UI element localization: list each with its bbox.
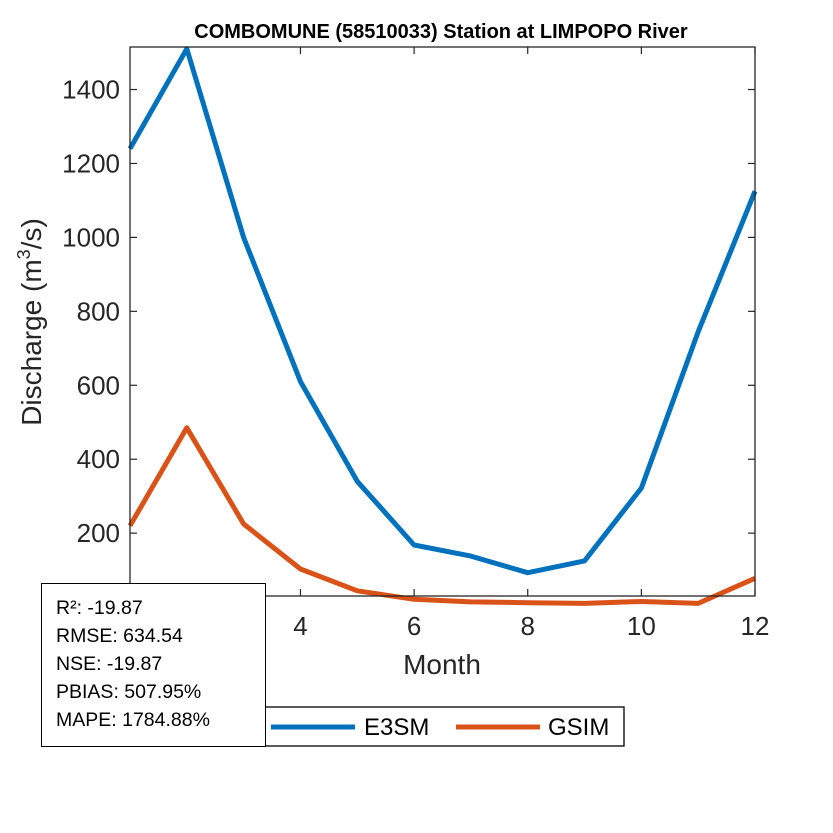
stat-r2: R²: -19.87 bbox=[56, 597, 143, 619]
y-tick-label: 1000 bbox=[62, 222, 120, 252]
y-tick-label: 1200 bbox=[62, 148, 120, 178]
series-line-e3sm bbox=[127, 46, 758, 576]
legend: E3SM GSIM bbox=[258, 706, 625, 747]
x-tick-label: 6 bbox=[407, 611, 421, 641]
stat-mape: MAPE: 1784.88% bbox=[56, 709, 210, 731]
x-tick-label: 4 bbox=[293, 611, 307, 641]
y-axis-ticks: 200 400 600 800 1000 1200 1400 bbox=[62, 75, 755, 548]
y-axis-label-main: Discharge (m bbox=[16, 259, 47, 425]
y-tick-label: 800 bbox=[77, 296, 120, 326]
legend-label-e3sm: E3SM bbox=[364, 714, 429, 741]
x-axis-ticks: 24681012 bbox=[180, 47, 770, 641]
legend-label-gsim: GSIM bbox=[548, 714, 609, 741]
y-tick-label: 200 bbox=[77, 518, 120, 548]
x-tick-label: 10 bbox=[627, 611, 656, 641]
stats-box: R²: -19.87 RMSE: 634.54 NSE: -19.87 PBIA… bbox=[41, 583, 266, 747]
series-lines bbox=[127, 46, 758, 606]
y-axis-label: Discharge (m3/s) bbox=[14, 218, 47, 426]
chart-title: COMBOMUNE (58510033) Station at LIMPOPO … bbox=[194, 21, 688, 43]
y-tick-label: 1400 bbox=[62, 75, 120, 105]
stat-rmse: RMSE: 634.54 bbox=[56, 625, 183, 647]
y-tick-label: 600 bbox=[77, 370, 120, 400]
stat-nse: NSE: -19.87 bbox=[56, 653, 163, 675]
series-line-gsim bbox=[127, 425, 757, 606]
x-axis-label: Month bbox=[403, 649, 481, 680]
x-tick-label: 8 bbox=[520, 611, 534, 641]
x-tick-label: 12 bbox=[741, 611, 770, 641]
y-axis-label-suffix: /s) bbox=[16, 218, 47, 249]
stat-pbias: PBIAS: 507.95% bbox=[56, 681, 202, 703]
plot-frame bbox=[129, 46, 756, 597]
y-tick-label: 400 bbox=[77, 444, 120, 474]
y-axis-label-sup: 3 bbox=[14, 249, 34, 259]
